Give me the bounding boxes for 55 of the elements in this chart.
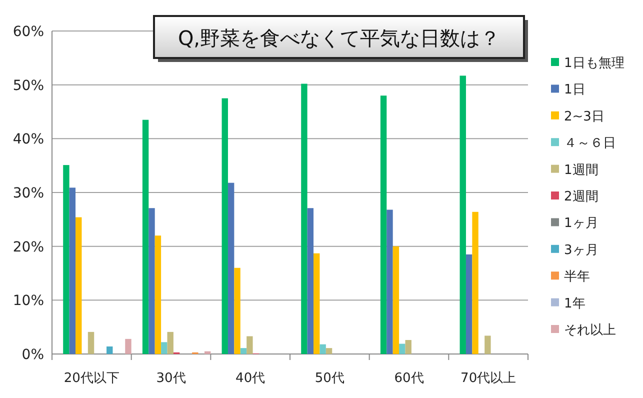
- bar: [222, 98, 228, 354]
- legend-label: 1年: [564, 296, 586, 312]
- bar: [405, 340, 412, 354]
- bar: [246, 336, 253, 354]
- chart-title: Q,野菜を食べなくて平気な日数は？: [178, 26, 500, 50]
- x-tick-label: 70代以上: [460, 371, 516, 386]
- bar: [234, 268, 240, 354]
- x-tick-label: 60代: [394, 371, 424, 386]
- legend-label: 半年: [564, 270, 590, 285]
- legend-label: 1週間: [564, 162, 598, 178]
- bar: [204, 351, 211, 354]
- legend-label: ４～６日: [564, 136, 616, 152]
- bar: [88, 332, 94, 354]
- bar: [320, 344, 326, 354]
- bar: [380, 96, 387, 354]
- bar: [466, 254, 472, 354]
- bar: [386, 210, 393, 354]
- bar: [69, 188, 76, 354]
- bar: [314, 253, 320, 354]
- bar: [125, 338, 132, 354]
- legend-label: 1日: [564, 82, 586, 98]
- bar: [63, 165, 70, 354]
- y-tick-label: 40%: [12, 132, 44, 148]
- legend-label: 1ヶ月: [564, 216, 598, 232]
- bar: [154, 236, 162, 354]
- y-tick-label: 20%: [12, 239, 44, 256]
- y-tick-label: 0%: [22, 347, 44, 363]
- x-tick-label: 30代: [156, 371, 186, 386]
- bar: [76, 217, 82, 354]
- bar: [228, 182, 234, 354]
- bar: [240, 348, 247, 354]
- x-tick-label: 20代以下: [64, 371, 120, 386]
- bar: [392, 246, 400, 354]
- bar: [301, 84, 308, 354]
- bar: [326, 348, 332, 354]
- y-tick-label: 30%: [12, 186, 44, 202]
- x-tick-label: 50代: [314, 371, 344, 386]
- bar: [142, 120, 149, 354]
- legend-label: 2~3日: [564, 109, 604, 124]
- y-tick-label: 50%: [12, 78, 44, 94]
- legend-label: 1日も無理: [564, 56, 624, 71]
- bar: [460, 76, 466, 354]
- bar: [399, 344, 406, 354]
- bar: [484, 336, 491, 354]
- legend-label: 3ヶ月: [564, 242, 598, 258]
- legend-label: それ以上: [564, 323, 616, 338]
- bar: [148, 208, 155, 354]
- x-tick-label: 40代: [236, 371, 266, 386]
- bar: [307, 208, 314, 354]
- bar: [167, 332, 174, 354]
- y-tick-label: 10%: [12, 293, 44, 310]
- legend-label: 2週間: [564, 190, 598, 204]
- bar: [472, 212, 478, 354]
- bar: [161, 342, 168, 354]
- y-tick-label: 60%: [12, 24, 44, 40]
